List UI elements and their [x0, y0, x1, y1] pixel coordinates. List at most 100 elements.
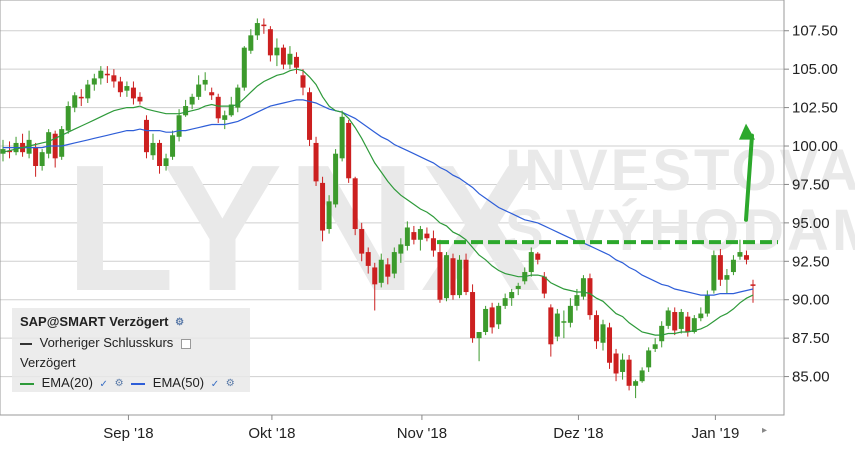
candle-body — [143, 119, 149, 153]
candle-body — [659, 325, 665, 342]
candle-body — [254, 23, 260, 36]
settings-icon[interactable]: ⚙ — [225, 378, 235, 390]
candle-body — [554, 313, 560, 337]
candle-body — [124, 86, 130, 91]
legend-delayed: Verzögert — [20, 355, 76, 370]
candle-body — [85, 84, 91, 99]
candle-body — [483, 308, 489, 332]
x-tick-label: Dez '18 — [553, 425, 603, 442]
settings-icon[interactable]: ⚙ — [175, 317, 185, 329]
candle-body — [130, 87, 136, 99]
ema50-line-icon — [131, 382, 146, 385]
candle-body — [104, 73, 110, 76]
watermark-line2: S VÝHODAMI — [505, 198, 855, 263]
candle-body — [346, 122, 352, 179]
up-arrow-icon — [739, 123, 755, 222]
candle-body — [711, 255, 717, 291]
x-tick-label: Okt '18 — [248, 425, 295, 442]
candle-body — [430, 238, 436, 251]
candle-body — [0, 149, 6, 154]
candle-body — [502, 298, 508, 306]
y-tick-label: 105.00 — [792, 61, 838, 78]
candle-body — [730, 259, 736, 273]
legend: SAP@SMART Verzögert ⚙ Vorheriger Schluss… — [12, 308, 250, 392]
candle-body — [320, 182, 326, 231]
candle-body — [280, 47, 286, 65]
check-icon[interactable]: ✓ — [99, 379, 108, 390]
candle-body — [170, 135, 176, 157]
candle-body — [385, 264, 391, 277]
candle-body — [574, 295, 580, 306]
candle-body — [672, 312, 678, 331]
legend-ema50: EMA(50) — [152, 375, 205, 390]
candle-body — [450, 258, 456, 296]
candle-body — [183, 106, 189, 116]
candle-body — [274, 47, 280, 56]
candle-body — [241, 47, 247, 88]
candle-body — [587, 278, 593, 316]
candle-body — [678, 312, 684, 329]
candle-body — [646, 350, 652, 368]
ema50-line — [3, 99, 754, 296]
candle-body — [365, 252, 371, 266]
candle-body — [91, 78, 97, 85]
candle-body — [209, 92, 215, 96]
candle-body — [496, 305, 502, 325]
x-tick-label: Jan '19 — [691, 425, 739, 442]
scroll-right-icon[interactable]: ▸ — [762, 425, 767, 436]
candle-body — [111, 75, 117, 82]
arrow-shaft — [744, 133, 754, 222]
candle-body — [391, 252, 397, 274]
candle-body — [633, 381, 639, 386]
check-icon[interactable]: ✓ — [210, 379, 220, 390]
candle-body — [665, 310, 671, 326]
legend-title: SAP@SMART Verzögert — [20, 314, 169, 329]
candle-body — [117, 81, 123, 93]
checkbox-icon[interactable] — [180, 338, 191, 349]
candle-body — [704, 295, 710, 314]
candle-body — [339, 116, 345, 159]
candle-body — [189, 96, 195, 105]
candle-body — [261, 24, 267, 27]
candle-body — [476, 332, 482, 339]
candle-body — [222, 115, 228, 120]
candle-body — [78, 96, 84, 99]
y-tick-label: 95.00 — [792, 215, 830, 232]
candle-body — [639, 370, 645, 382]
watermark-line1: INVESTOVAT — [505, 138, 855, 203]
candle-body — [561, 321, 567, 323]
candle-body — [33, 147, 39, 166]
y-tick-label: 97.50 — [792, 176, 830, 193]
candle-body — [607, 327, 613, 363]
settings-icon[interactable]: ⚙ — [114, 378, 124, 390]
watermark-logo: LYNX — [65, 128, 545, 329]
y-tick-label: 90.00 — [792, 292, 830, 309]
candle-body — [437, 252, 443, 300]
candle-body — [580, 278, 586, 297]
candle-body — [287, 53, 293, 65]
candle-body — [685, 316, 691, 332]
candle-body — [196, 84, 202, 97]
candle-body — [737, 252, 743, 257]
candle-body — [359, 229, 365, 254]
candle-body — [443, 255, 449, 299]
candle-body — [528, 252, 534, 273]
ema20-line-icon — [20, 382, 34, 385]
candle-body — [378, 259, 384, 283]
candle-body — [7, 150, 13, 153]
candle-body — [404, 227, 410, 246]
x-tick-label: Nov '18 — [397, 425, 447, 442]
plot-border — [0, 0, 785, 416]
candle-body — [176, 115, 182, 137]
candle-body — [541, 276, 547, 294]
candle-body — [424, 233, 430, 239]
candle-body — [593, 315, 599, 342]
y-tick-label: 92.50 — [792, 253, 830, 270]
candle-body — [457, 259, 463, 296]
candle-body — [72, 95, 78, 108]
candle-body — [150, 142, 156, 156]
candle-body — [202, 79, 208, 85]
arrow-head — [739, 123, 755, 140]
candle-body — [567, 305, 573, 323]
